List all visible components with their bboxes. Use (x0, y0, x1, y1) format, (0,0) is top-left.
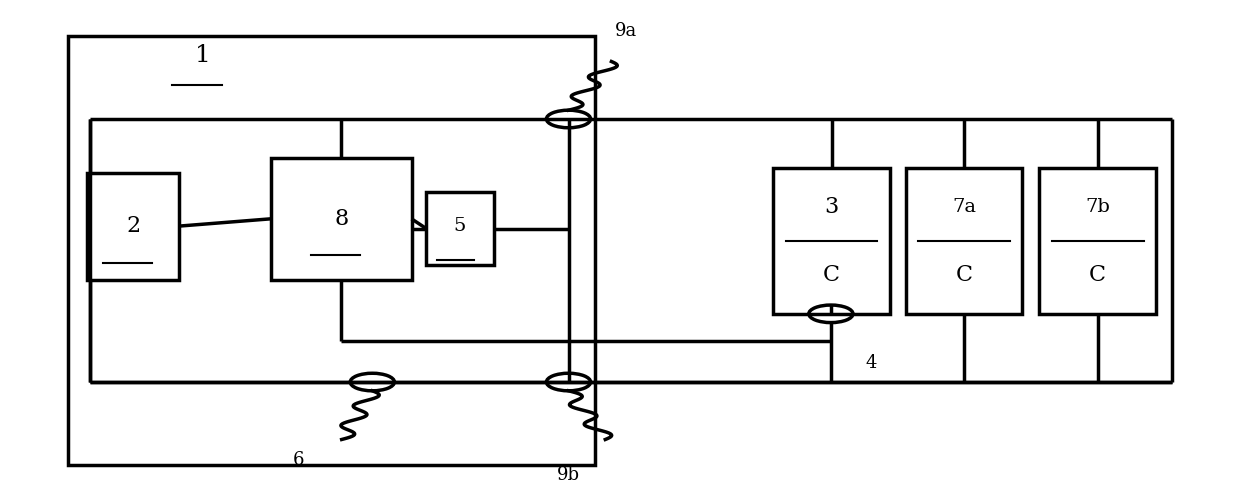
Text: 7a: 7a (952, 198, 976, 215)
Bar (270, 158, 412, 280)
Text: 3: 3 (825, 196, 838, 217)
Text: C: C (1089, 264, 1106, 286)
Bar (774, 168, 890, 314)
Text: C: C (823, 264, 839, 286)
Text: 8: 8 (335, 208, 348, 230)
Text: 5: 5 (453, 217, 465, 235)
Bar (68, 36, 595, 465)
Bar (905, 168, 1022, 314)
Text: 4: 4 (866, 354, 877, 372)
Text: 9b: 9b (557, 465, 580, 483)
Bar (87, 172, 179, 280)
Text: 6: 6 (293, 451, 305, 469)
Text: 9a: 9a (615, 23, 637, 40)
Text: 2: 2 (126, 215, 140, 237)
Text: C: C (956, 264, 972, 286)
Text: 7b: 7b (1085, 198, 1110, 215)
Bar (1039, 168, 1156, 314)
Bar (427, 192, 494, 265)
Text: 1: 1 (195, 44, 211, 67)
